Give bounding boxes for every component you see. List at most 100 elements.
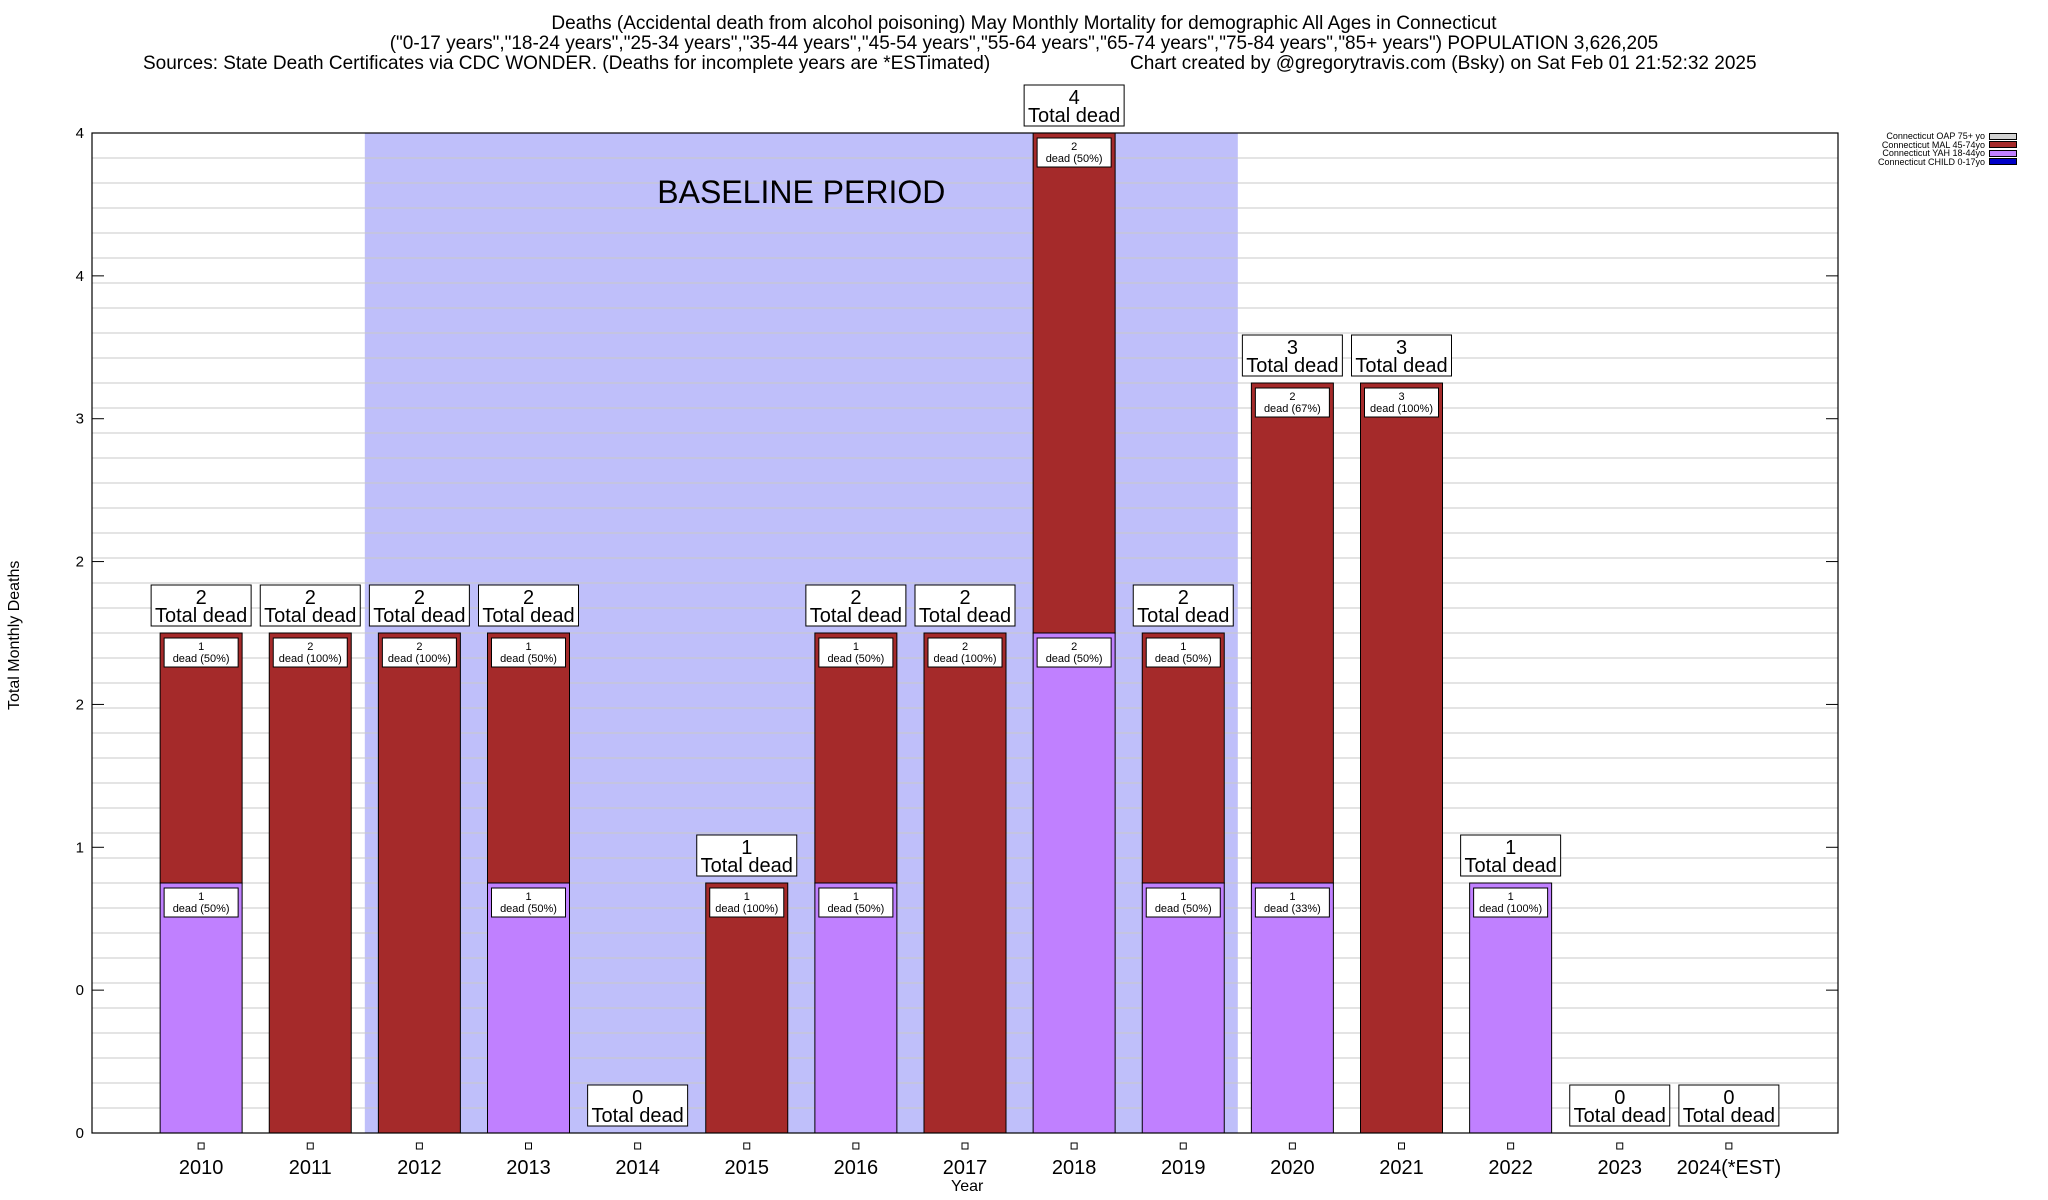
chart-subtitle-ages: ("0-17 years","18-24 years","25-34 years… xyxy=(389,33,1659,54)
x-tick-marker xyxy=(525,1142,532,1150)
total-label-box xyxy=(1569,1084,1671,1127)
total-count-label: 2 xyxy=(1178,587,1189,609)
x-tick-marker xyxy=(634,1142,642,1150)
chart-subtitle-sources: Sources: State Death Certificates via CD… xyxy=(0,54,2048,74)
legend-item-label: Connecticut MAL 45-74yo xyxy=(1881,139,1986,150)
total-dead-label: Total dead xyxy=(155,605,247,627)
segment-count-label: 2 xyxy=(1071,641,1077,653)
segment-percent-label: dead (50%) xyxy=(827,903,884,915)
segment-label-box xyxy=(818,887,894,918)
legend-item-label: Connecticut CHILD 0-17yo xyxy=(1878,156,1986,167)
segment-label-box xyxy=(1473,887,1549,918)
bar-segment-2011-1 xyxy=(268,632,352,1134)
y-axis-label: Total Monthly Deaths xyxy=(6,560,23,710)
total-label-box xyxy=(1460,834,1562,877)
total-dead-label: Total dead xyxy=(1028,105,1120,127)
bar-segment-2022-0 xyxy=(1469,882,1553,1134)
x-tick-label: 2011 xyxy=(289,1157,332,1179)
segment-percent-label: dead (50%) xyxy=(500,903,557,915)
total-count-label: 2 xyxy=(959,587,970,609)
legend-item: Connecticut MAL 45-74yo xyxy=(1878,139,2018,150)
segment-count-label: 1 xyxy=(1508,891,1514,903)
chart-title: Deaths (Accidental death from alcohol po… xyxy=(551,13,1497,34)
segment-count-label: 1 xyxy=(525,641,531,653)
segment-percent-label: dead (100%) xyxy=(388,653,451,665)
total-label-box xyxy=(1351,334,1452,377)
segment-percent-label: dead (50%) xyxy=(173,903,230,915)
credit-text: Chart created by @gregorytravis.com (Bsk… xyxy=(1130,53,1757,74)
bar-segment-2021-1 xyxy=(1360,382,1443,1134)
segment-count-label: 1 xyxy=(198,891,204,903)
segment-label-box xyxy=(1254,887,1330,918)
total-label-box xyxy=(478,584,579,627)
segment-label-box xyxy=(163,887,239,918)
x-tick-marker xyxy=(743,1142,751,1150)
segment-label-box xyxy=(818,637,894,668)
bar-segment-2013-1 xyxy=(487,632,570,884)
total-label-box xyxy=(1241,334,1343,377)
total-dead-label: Total dead xyxy=(1683,1105,1775,1127)
total-dead-label: Total dead xyxy=(1246,355,1338,377)
segment-count-label: 1 xyxy=(1180,641,1186,653)
total-count-label: 2 xyxy=(305,587,316,609)
total-count-label: 0 xyxy=(1614,1087,1625,1109)
x-tick-marker xyxy=(1398,1142,1405,1150)
total-dead-label: Total dead xyxy=(810,605,902,627)
x-tick-label: 2022 xyxy=(1488,1157,1533,1179)
x-tick-label: 2024(*EST) xyxy=(1677,1157,1782,1179)
x-tick-label: 2023 xyxy=(1598,1157,1643,1179)
total-count-label: 2 xyxy=(196,587,207,609)
x-tick-marker xyxy=(306,1142,314,1150)
segment-percent-label: dead (100%) xyxy=(1370,403,1433,415)
bar-segment-2016-0 xyxy=(814,882,898,1134)
x-tick-label: 2020 xyxy=(1270,1157,1315,1179)
x-tick-marker xyxy=(1616,1142,1624,1150)
segment-percent-label: dead (100%) xyxy=(715,903,778,915)
segment-percent-label: dead (67%) xyxy=(1264,403,1321,415)
segment-percent-label: dead (100%) xyxy=(1479,903,1542,915)
total-count-label: 2 xyxy=(850,587,861,609)
segment-count-label: 2 xyxy=(307,641,313,653)
total-count-label: 1 xyxy=(1505,837,1516,859)
y-tick-label: 3 xyxy=(76,411,84,428)
segment-label-box xyxy=(709,887,785,918)
segment-percent-label: dead (50%) xyxy=(827,653,884,665)
x-tick-marker xyxy=(1070,1142,1078,1150)
segment-count-label: 1 xyxy=(744,891,750,903)
total-count-label: 1 xyxy=(741,837,752,859)
total-dead-label: Total dead xyxy=(482,605,574,627)
segment-label-box xyxy=(1036,137,1112,168)
segment-count-label: 1 xyxy=(1289,891,1295,903)
x-tick-label: 2016 xyxy=(834,1157,879,1179)
total-dead-label: Total dead xyxy=(1574,1105,1666,1127)
segment-label-box xyxy=(381,637,457,668)
y-tick-label: 2 xyxy=(76,554,84,571)
segment-count-label: 2 xyxy=(416,641,422,653)
total-dead-label: Total dead xyxy=(701,855,793,877)
segment-label-box xyxy=(1145,887,1221,918)
segment-percent-label: dead (33%) xyxy=(1264,903,1321,915)
total-dead-label: Total dead xyxy=(1464,855,1556,877)
segment-count-label: 1 xyxy=(853,891,859,903)
x-tick-label: 2010 xyxy=(179,1157,224,1179)
total-count-label: 2 xyxy=(523,587,534,609)
segment-label-box xyxy=(1254,387,1330,418)
legend-item: Connecticut CHILD 0-17yo xyxy=(1878,156,2018,167)
bar-segment-2015-1 xyxy=(705,882,789,1134)
segment-label-box xyxy=(1145,637,1221,668)
bar-segment-2012-1 xyxy=(377,632,461,1134)
total-count-label: 4 xyxy=(1069,87,1080,109)
total-label-box xyxy=(914,584,1016,627)
segment-percent-label: dead (50%) xyxy=(1046,153,1103,165)
legend-swatch xyxy=(1989,149,2018,157)
segment-count-label: 1 xyxy=(853,641,859,653)
x-tick-label: 2019 xyxy=(1161,1157,1206,1179)
chart-title-block: Deaths (Accidental death from alcohol po… xyxy=(0,14,2048,74)
y-tick-label: 4 xyxy=(76,268,84,285)
bar-segment-2010-1 xyxy=(159,632,243,884)
total-label-box xyxy=(696,834,798,877)
segment-percent-label: dead (50%) xyxy=(1046,653,1103,665)
x-tick-marker xyxy=(852,1142,860,1150)
bar-segment-2020-0 xyxy=(1250,882,1334,1134)
